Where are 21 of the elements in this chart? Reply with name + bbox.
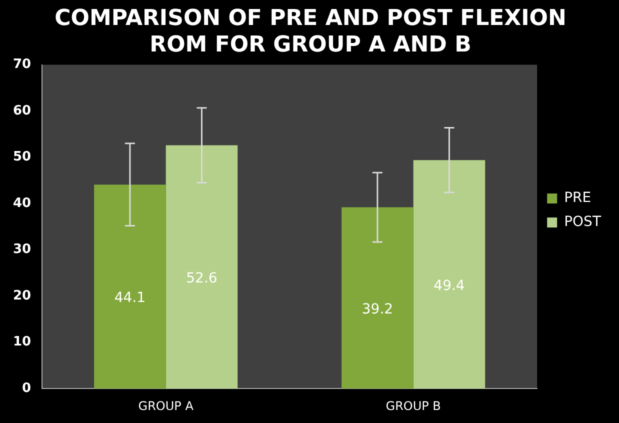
data-label: 44.1 (114, 290, 146, 306)
bar (94, 184, 166, 389)
data-label: 49.4 (434, 278, 465, 294)
y-tick-label: 70 (12, 57, 32, 72)
bar (166, 145, 238, 389)
legend-label: POST (564, 214, 602, 230)
y-tick-label: 20 (12, 288, 32, 304)
y-tick-label: 0 (22, 380, 32, 396)
x-tick-label: GROUP A (138, 398, 194, 413)
chart-title: COMPARISON OF PRE AND POST FLEXION ROM FOR GROUP A AND B (54, 6, 566, 58)
legend-label: PRE (564, 190, 592, 206)
y-tick-label: 60 (12, 103, 32, 118)
y-tick-label: 50 (12, 150, 32, 165)
y-tick-label: 30 (12, 242, 32, 258)
data-label: 39.2 (362, 302, 394, 318)
bar (413, 160, 486, 389)
y-tick-label: 40 (12, 196, 32, 211)
bar (342, 207, 414, 389)
y-tick-label: 10 (12, 334, 32, 350)
x-tick-label: GROUP B (386, 398, 441, 413)
data-label: 52.6 (186, 270, 218, 287)
